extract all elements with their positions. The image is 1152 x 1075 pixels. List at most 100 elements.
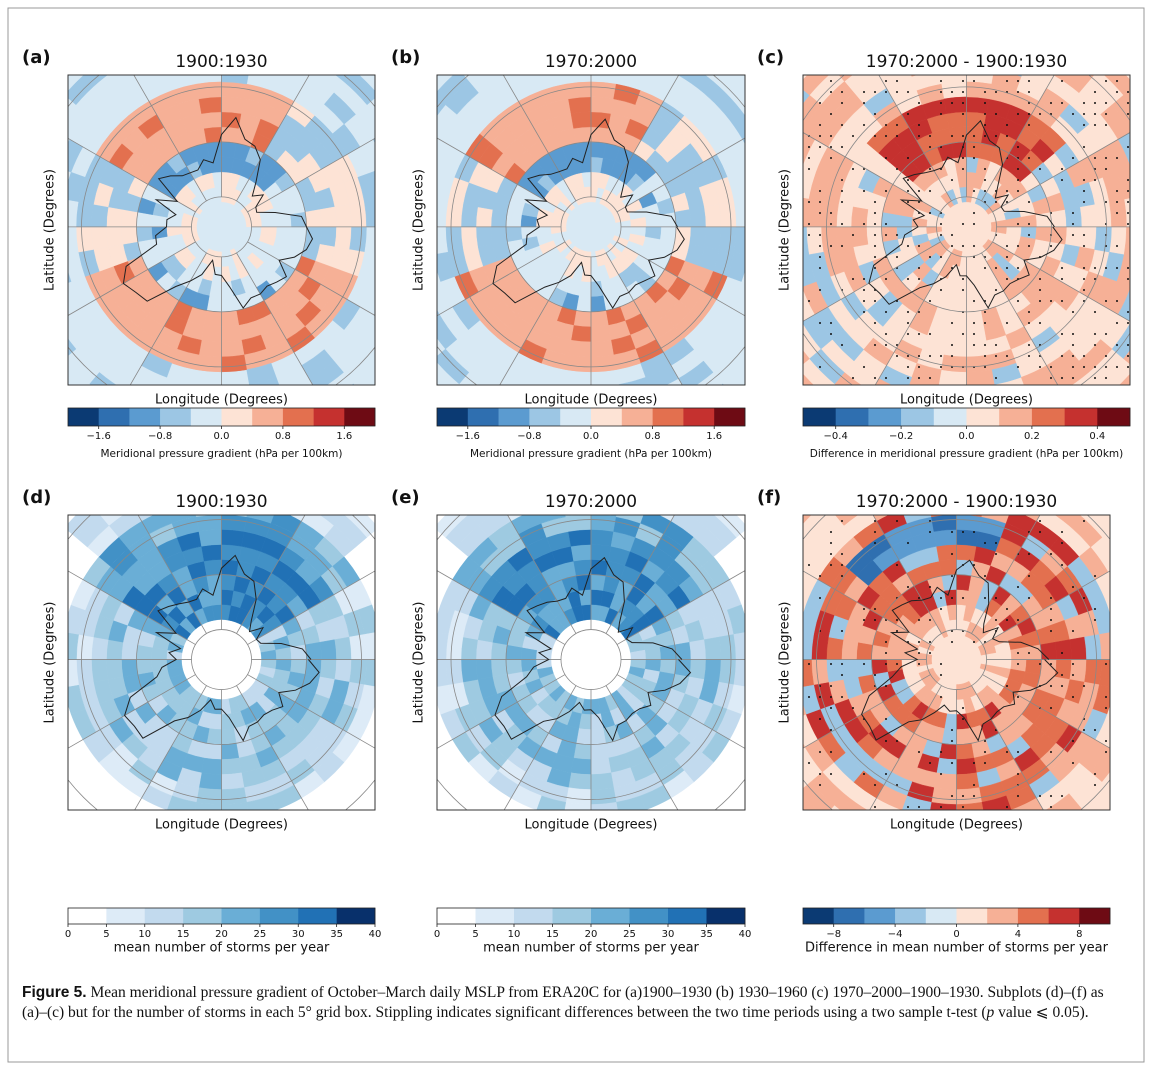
grid-cell xyxy=(590,96,614,114)
stipple xyxy=(1116,322,1118,324)
caption-text: value ⩽ 0.05). xyxy=(994,1004,1089,1021)
stipple xyxy=(1072,333,1074,335)
grid-cell xyxy=(90,482,127,514)
meridian xyxy=(605,75,680,202)
grid-cell xyxy=(349,659,367,685)
stipple xyxy=(1072,740,1074,742)
meridian xyxy=(68,241,196,316)
grid-cell xyxy=(674,209,692,228)
colorbar-segment xyxy=(706,908,746,924)
grid-cell xyxy=(1114,660,1131,690)
colorbar-segment xyxy=(999,408,1033,426)
stipple xyxy=(951,91,953,93)
meridian xyxy=(605,685,679,810)
grid-cell xyxy=(475,639,493,660)
grid-cell xyxy=(1094,226,1112,253)
grid-cell xyxy=(590,310,609,328)
grid-cell xyxy=(565,787,592,805)
grid-cell xyxy=(966,111,987,129)
grid-cell xyxy=(221,111,242,129)
coastline xyxy=(861,559,1059,742)
stipple xyxy=(885,344,887,346)
stipple xyxy=(1116,212,1118,214)
stipple xyxy=(841,146,843,148)
stipple xyxy=(1017,366,1019,368)
grid-cell xyxy=(659,644,677,660)
grid-cell xyxy=(349,226,367,253)
y-axis-label: Latitude (Degrees) xyxy=(412,169,427,291)
grid-cell xyxy=(445,634,464,660)
grid-cell xyxy=(1054,284,1080,311)
stipple xyxy=(940,806,942,808)
grid-cell xyxy=(956,757,977,775)
colorbar-segment xyxy=(437,908,476,924)
colorbar-segment xyxy=(183,908,222,924)
stipple xyxy=(819,124,821,126)
colorbar-tick-label: 0.8 xyxy=(645,431,661,442)
stipple xyxy=(962,718,964,720)
grid-cell xyxy=(437,515,469,538)
stipple xyxy=(1083,289,1085,291)
grid-cell xyxy=(437,309,440,317)
stipple xyxy=(984,135,986,137)
grid-cell xyxy=(70,23,111,58)
colorbar-segment xyxy=(68,408,99,426)
stipple xyxy=(984,91,986,93)
stipple xyxy=(940,113,942,115)
grid-cell xyxy=(221,126,240,144)
stipple xyxy=(984,740,986,742)
grid-cell xyxy=(97,0,142,23)
stipple xyxy=(1006,256,1008,258)
frame xyxy=(7,7,1145,1063)
stipple xyxy=(1006,751,1008,753)
stipple xyxy=(1116,190,1118,192)
grid-cell xyxy=(151,458,188,481)
grid-cell xyxy=(201,757,222,775)
meridian xyxy=(134,685,207,810)
grid-cell xyxy=(590,787,617,805)
stipple xyxy=(962,157,964,159)
grid-cell xyxy=(615,515,644,524)
stipple xyxy=(1127,344,1129,346)
grid-cell xyxy=(1099,632,1110,660)
stipple xyxy=(962,168,964,170)
grid-cell xyxy=(91,226,109,250)
stipple xyxy=(863,311,865,313)
grid-cell xyxy=(704,659,722,683)
grid-cell xyxy=(136,226,153,242)
grid-cell xyxy=(590,728,607,745)
grid-cell xyxy=(1147,542,1152,584)
stipple xyxy=(918,355,920,357)
meridian xyxy=(499,252,577,385)
stipple xyxy=(1028,124,1030,126)
stipple xyxy=(1039,322,1041,324)
stipple xyxy=(1061,685,1063,687)
stipple xyxy=(1083,102,1085,104)
stipple xyxy=(995,597,997,599)
meridian xyxy=(129,252,207,385)
stipple xyxy=(874,542,876,544)
stipple xyxy=(940,355,942,357)
map xyxy=(803,515,1152,851)
grid-cell xyxy=(727,251,745,282)
grid-cell xyxy=(127,481,162,508)
stipple xyxy=(863,773,865,775)
stipple xyxy=(951,553,953,555)
stipple xyxy=(830,223,832,225)
stipple xyxy=(918,652,920,654)
grid-cell xyxy=(803,226,810,256)
grid-cell xyxy=(570,757,592,775)
stipple xyxy=(885,685,887,687)
grid-cell xyxy=(1116,167,1130,200)
grid-cell xyxy=(490,226,508,245)
stipple xyxy=(995,201,997,203)
colorbar-tick-label: 0 xyxy=(953,929,959,940)
grid-cell xyxy=(1054,639,1072,660)
stipple xyxy=(1017,300,1019,302)
grid-cell xyxy=(815,817,854,851)
stipple xyxy=(1083,729,1085,731)
stipple xyxy=(940,289,942,291)
grid-cell xyxy=(644,226,662,240)
stipple xyxy=(1061,355,1063,357)
stipple xyxy=(1039,795,1041,797)
